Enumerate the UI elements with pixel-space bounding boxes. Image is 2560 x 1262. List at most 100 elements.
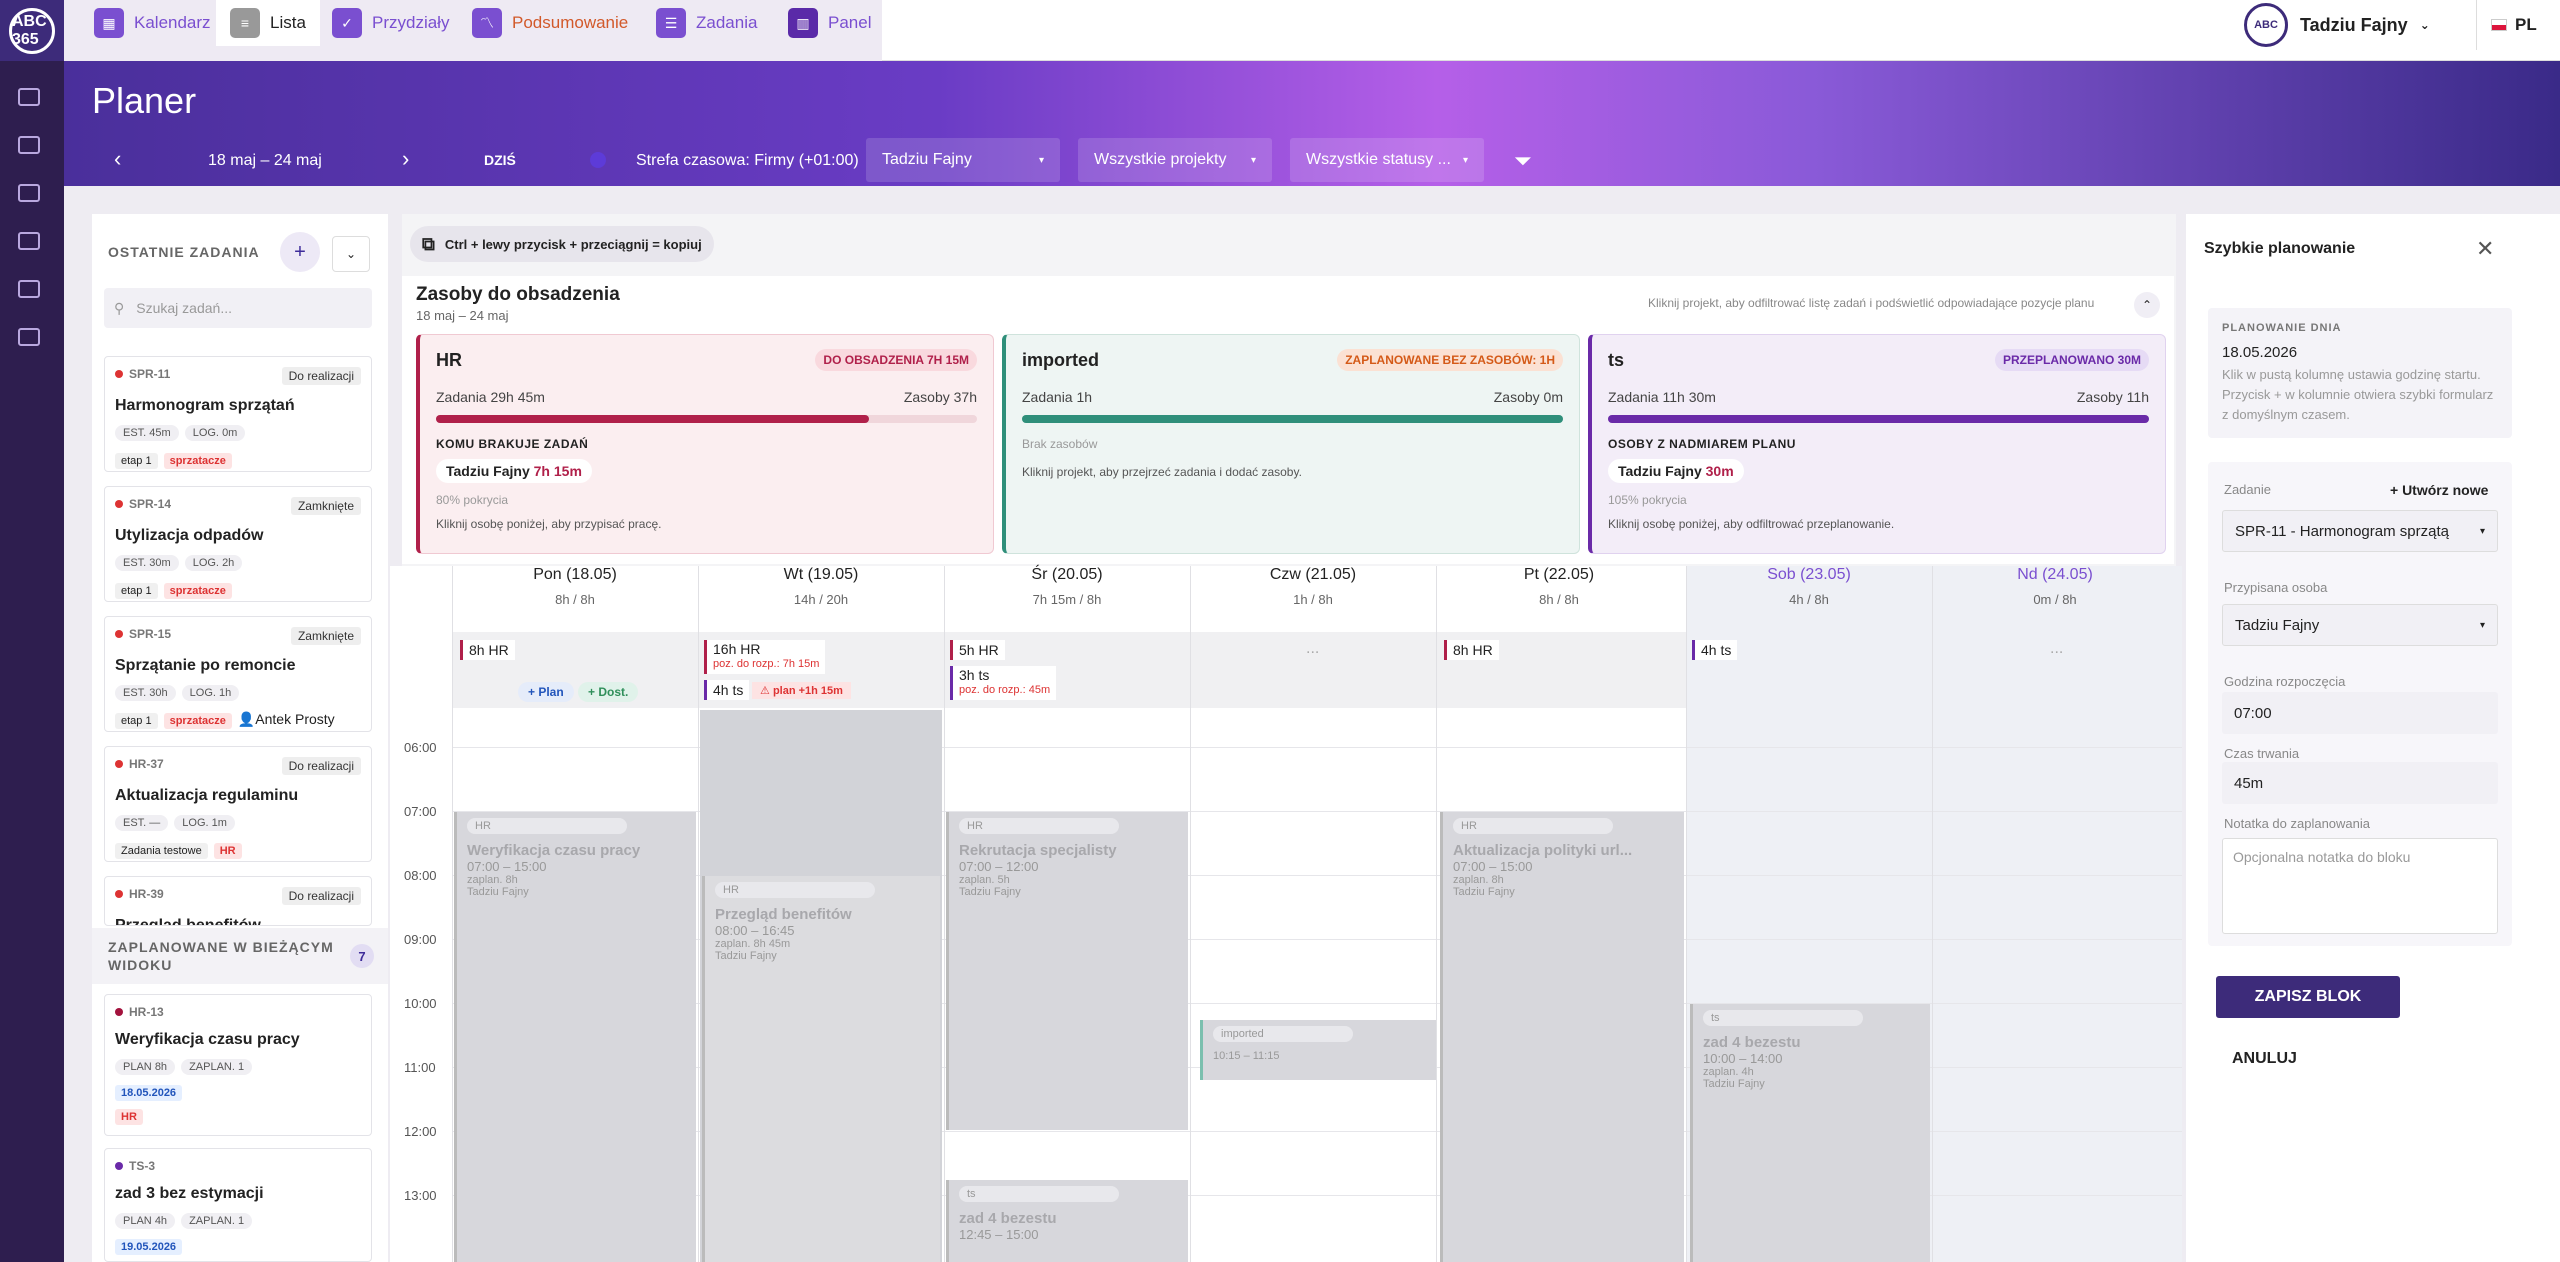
person-chip[interactable]: Tadziu Fajny 7h 15m bbox=[436, 459, 592, 483]
app-logo[interactable]: ABC 365 bbox=[0, 0, 64, 61]
caret-icon: ▾ bbox=[1462, 154, 1468, 166]
close-icon[interactable]: ✕ bbox=[2476, 236, 2495, 261]
person-icon: 👤 bbox=[237, 711, 256, 727]
tab-list[interactable]: ≡ Lista bbox=[216, 0, 320, 46]
add-plan-button[interactable]: + Plan bbox=[518, 682, 574, 702]
modules-icon[interactable] bbox=[18, 184, 40, 202]
recent-tasks-title: OSTATNIE ZADANIA bbox=[108, 244, 260, 260]
clear-filter-icon[interactable]: ⏷ bbox=[1514, 148, 1532, 173]
side-rail bbox=[0, 61, 64, 1262]
calendar-block[interactable]: HR Przegląd benefitów 08:00 – 16:45 zapla… bbox=[702, 876, 940, 1262]
add-task-button[interactable]: + bbox=[280, 232, 320, 272]
summary-pill[interactable]: 3h ts poz. do rozp.: 45m bbox=[950, 666, 1057, 700]
resource-card-ts[interactable]: ts PRZEPLANOWANO 30M Zadania 11h 30m Zasob… bbox=[1588, 334, 2166, 554]
day-header: Sob (23.05) 4h / 8h bbox=[1767, 566, 1851, 607]
caret-icon: ▾ bbox=[1250, 154, 1256, 166]
person-filter[interactable]: Tadziu Fajny ▾ bbox=[866, 138, 1060, 182]
caret-icon: ▾ bbox=[2479, 619, 2485, 631]
task-card[interactable]: SPR-15 Zamknięte Sprzątanie po remoncie E… bbox=[104, 616, 372, 732]
calendar-block[interactable]: HR Rekrutacja specjalisty 07:00 – 12:00 z… bbox=[946, 812, 1188, 1130]
status-filter[interactable]: Wszystkie statusy ... ▾ bbox=[1290, 138, 1484, 182]
dashboard-icon[interactable] bbox=[18, 88, 40, 106]
tab-summary[interactable]: 〽 Podsumowanie bbox=[458, 0, 642, 46]
next-week-button[interactable]: › bbox=[402, 146, 410, 171]
status-badge: Do realizacji bbox=[281, 367, 361, 385]
summary-pill[interactable]: 8h HR bbox=[460, 640, 515, 660]
create-new-link[interactable]: + Utwórz nowe bbox=[2390, 482, 2489, 498]
resource-card-imported[interactable]: imported ZAPLANOWANE BEZ ZASOBÓW: 1H Zada… bbox=[1002, 334, 1580, 554]
day-header: Czw (21.05) 1h / 8h bbox=[1269, 566, 1357, 607]
summary-pill[interactable]: 8h HR bbox=[1444, 640, 1499, 660]
day-header: Śr (20.05) 7h 15m / 8h bbox=[1031, 566, 1103, 607]
user-menu[interactable]: ABC Tadziu Fajny ⌄ bbox=[2244, 0, 2430, 50]
day-planning-box: PLANOWANIE DNIA 18.05.2026 Klik w pustą … bbox=[2208, 308, 2512, 438]
day-header: Pt (22.05) 8h / 8h bbox=[1523, 566, 1595, 607]
project-filter[interactable]: Wszystkie projekty ▾ bbox=[1078, 138, 1272, 182]
tab-calendar[interactable]: ▦ Kalendarz bbox=[80, 0, 225, 46]
person-chip[interactable]: Tadziu Fajny 30m bbox=[1608, 459, 1744, 483]
planned-title: ZAPLANOWANE W BIEŻĄCYM WIDOKU bbox=[108, 939, 334, 973]
task-card[interactable]: SPR-14 Zamknięte Utylizacja odpadów EST. … bbox=[104, 486, 372, 602]
task-select[interactable]: SPR-11 - Harmonogram sprzątą ▾ bbox=[2222, 510, 2498, 552]
copy-icon: ⧉ bbox=[422, 233, 435, 254]
tab-panel[interactable]: ▥ Panel bbox=[774, 0, 885, 46]
person-select[interactable]: Tadziu Fajny ▾ bbox=[2222, 604, 2498, 646]
chevron-down-icon: ⌄ bbox=[2419, 18, 2430, 32]
resources-title: Zasoby do obsadzenia bbox=[416, 284, 620, 305]
date-range: 18 maj – 24 maj bbox=[208, 152, 322, 169]
planner-header bbox=[64, 61, 2560, 186]
resource-card-hr[interactable]: HR DO OBSADZENIA 7H 15M Zadania 29h 45m Za… bbox=[416, 334, 994, 554]
day-header: Wt (19.05) 14h / 20h bbox=[783, 566, 859, 607]
calendar-block[interactable]: ts zad 4 bezestu 12:45 – 15:00 bbox=[946, 1180, 1188, 1262]
panel-title: Szybkie planowanie bbox=[2204, 240, 2356, 257]
language-switch[interactable]: PL bbox=[2476, 0, 2560, 50]
caret-icon: ▾ bbox=[1038, 154, 1044, 166]
calendar-block[interactable]: ts zad 4 bezestu 10:00 – 14:00 zaplan. 4h… bbox=[1690, 1004, 1930, 1262]
planned-card[interactable]: TS-3 zad 3 bez estymacji PLAN 4h ZAPLAN. … bbox=[104, 1148, 372, 1262]
day-header: Nd (24.05) 0m / 8h bbox=[2017, 566, 2093, 607]
chart-icon: 〽 bbox=[472, 8, 502, 38]
task-card[interactable]: HR-39 Do realizacji Przegląd benefitów bbox=[104, 876, 372, 926]
planned-count: 7 bbox=[350, 944, 374, 968]
task-card[interactable]: SPR-11 Do realizacji Harmonogram sprzątań… bbox=[104, 356, 372, 472]
add-availability-button[interactable]: + Dost. bbox=[578, 682, 639, 702]
search-input[interactable]: ⚲ Szukaj zadań... bbox=[104, 288, 372, 328]
coverage-bar bbox=[436, 415, 869, 423]
duration-input[interactable]: 45m bbox=[2222, 762, 2498, 804]
prev-week-button[interactable]: ‹ bbox=[114, 146, 122, 171]
edit-icon[interactable] bbox=[18, 136, 40, 154]
coverage-bar bbox=[1608, 415, 2149, 423]
calendar-icon[interactable] bbox=[18, 328, 40, 346]
task-card[interactable]: HR-37 Do realizacji Aktualizacja regulami… bbox=[104, 746, 372, 862]
calendar-block[interactable]: imported 10:15 – 11:15 bbox=[1200, 1020, 1436, 1080]
calendar-block[interactable]: HR Weryfikacja czasu pracy 07:00 – 15:00… bbox=[454, 812, 696, 1262]
tasks-icon: ☰ bbox=[656, 8, 686, 38]
summary-pill[interactable]: 16h HR poz. do rozp.: 7h 15m bbox=[704, 640, 826, 674]
settings-icon[interactable] bbox=[18, 280, 40, 298]
warning-icon: ⚠ bbox=[760, 685, 770, 697]
save-block-button[interactable]: ZAPISZ BLOK bbox=[2216, 976, 2400, 1018]
collapse-resources-button[interactable]: ⌃ bbox=[2134, 292, 2160, 318]
summary-pill[interactable]: 4h ts bbox=[1692, 640, 1738, 660]
users-icon[interactable] bbox=[18, 232, 40, 250]
list-icon: ≡ bbox=[230, 8, 260, 38]
page-title: Planer bbox=[92, 80, 197, 121]
summary-pill[interactable]: 5h HR bbox=[950, 640, 1005, 660]
planned-card[interactable]: HR-13 Weryfikacja czasu pracy PLAN 8h ZAP… bbox=[104, 994, 372, 1136]
assignment-icon: ✓ bbox=[332, 8, 362, 38]
tab-tasks[interactable]: ☰ Zadania bbox=[642, 0, 771, 46]
panel-icon: ▥ bbox=[788, 8, 818, 38]
cancel-button[interactable]: ANULUJ bbox=[2232, 1050, 2297, 1067]
collapse-button[interactable]: ⌄ bbox=[332, 236, 370, 272]
tab-assignments[interactable]: ✓ Przydziały bbox=[318, 0, 463, 46]
avatar: ABC bbox=[2244, 3, 2288, 47]
caret-icon: ▾ bbox=[2479, 525, 2485, 537]
timezone-label: Strefa czasowa: Firmy (+01:00) bbox=[636, 152, 859, 169]
task-title: Harmonogram sprzątań bbox=[115, 397, 295, 414]
today-button[interactable]: DZIŚ bbox=[484, 152, 516, 168]
calendar-block[interactable]: HR Aktualizacja polityki url... 07:00 – … bbox=[1440, 812, 1684, 1262]
priority-dot bbox=[115, 370, 123, 378]
start-time-input[interactable]: 07:00 bbox=[2222, 692, 2498, 734]
summary-pill[interactable]: 4h ts bbox=[704, 680, 750, 700]
note-textarea[interactable]: Opcjonalna notatka do bloku bbox=[2222, 838, 2498, 934]
